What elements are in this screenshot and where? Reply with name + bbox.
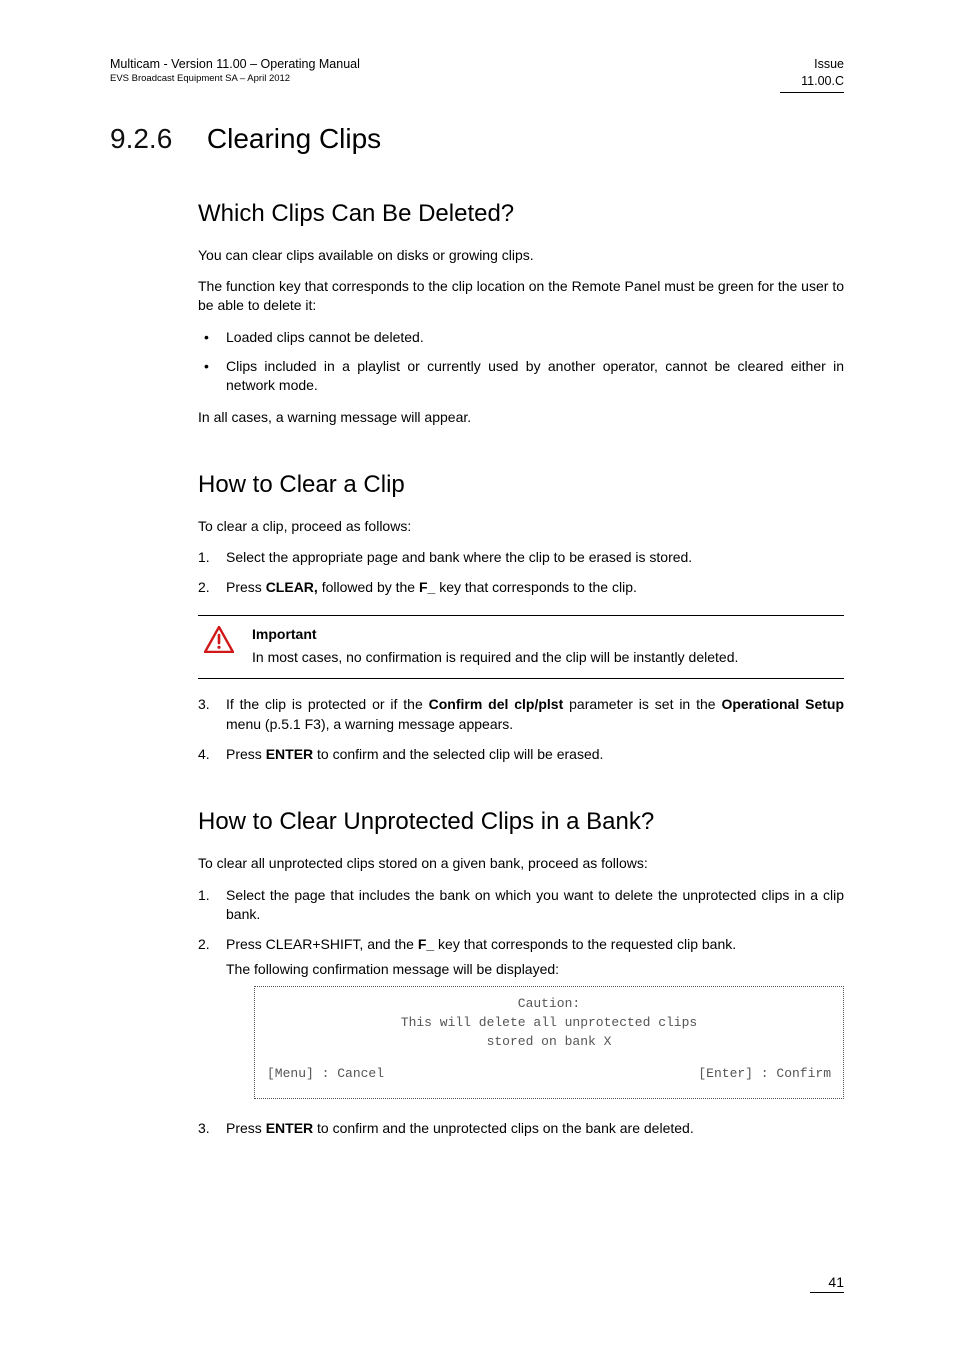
header-issue-label: Issue [780,56,844,73]
key-label: F_ [418,936,434,952]
step-text: key that corresponds to the requested cl… [434,936,736,952]
paragraph: To clear all unprotected clips stored on… [198,854,844,873]
confirmation-message-box: Caution: This will delete all unprotecte… [254,986,844,1099]
section-title: Clearing Clips [207,123,381,155]
paragraph: You can clear clips available on disks o… [198,246,844,265]
step-text: Press CLEAR+SHIFT, and the [226,936,418,952]
code-line: stored on bank X [267,1033,831,1052]
header-issue-value: 11.00.C [780,73,844,90]
key-label: ENTER [266,1120,313,1136]
step-item: Press CLEAR+SHIFT, and the F_ key that c… [198,935,844,1100]
key-label: CLEAR, [266,579,318,595]
paragraph: In all cases, a warning message will app… [198,408,844,427]
code-line: Caution: [267,995,831,1014]
paragraph: To clear a clip, proceed as follows: [198,517,844,536]
param-label: Confirm del clp/plst [429,696,564,712]
section-number: 9.2.6 [110,123,198,155]
warning-icon [198,624,252,668]
code-confirm: [Enter] : Confirm [698,1065,831,1084]
step-item: Select the page that includes the bank o… [198,886,844,925]
content-body: Which Clips Can Be Deleted? You can clea… [198,200,844,1139]
key-label: ENTER [266,746,313,762]
step-item: Press ENTER to confirm and the unprotect… [198,1119,844,1139]
code-line: This will delete all unprotected clips [267,1014,831,1033]
key-label: F_ [419,579,435,595]
step-text: If the clip is protected or if the [226,696,429,712]
page-number: 41 [810,1274,844,1293]
subsection-title-1: Which Clips Can Be Deleted? [198,200,844,228]
step-text: followed by the [318,579,419,595]
step-text: key that corresponds to the clip. [435,579,637,595]
header-doc-sub: EVS Broadcast Equipment SA – April 2012 [110,73,360,86]
step-item: Press CLEAR, followed by the F_ key that… [198,578,844,598]
header-left: Multicam - Version 11.00 – Operating Man… [110,56,360,93]
step-item: Select the appropriate page and bank whe… [198,548,844,568]
page-header: Multicam - Version 11.00 – Operating Man… [110,56,844,93]
important-text: Important In most cases, no confirmation… [252,624,844,668]
ordered-steps-3: Select the page that includes the bank o… [198,886,844,1139]
step-text: to confirm and the unprotected clips on … [313,1120,694,1136]
code-cancel: [Menu] : Cancel [267,1065,384,1084]
bullet-item: Loaded clips cannot be deleted. [198,328,844,347]
ordered-steps-cont: If the clip is protected or if the Confi… [198,695,844,764]
code-action-row: [Menu] : Cancel [Enter] : Confirm [267,1065,831,1084]
step-text: parameter is set in the [563,696,721,712]
step-text: menu (p.5.1 F3), a warning message appea… [226,716,513,732]
bullet-list: Loaded clips cannot be deleted. Clips in… [198,328,844,396]
ordered-steps: Select the appropriate page and bank whe… [198,548,844,597]
step-text: Press [226,1120,266,1136]
step-text: Press [226,579,266,595]
step-text: Press [226,746,266,762]
important-heading: Important [252,624,844,645]
header-doc-title: Multicam - Version 11.00 – Operating Man… [110,56,360,73]
step-subtext: The following confirmation message will … [226,960,844,980]
section-heading: 9.2.6 Clearing Clips [110,123,844,160]
important-callout: Important In most cases, no confirmation… [198,615,844,679]
subsection-title-3: How to Clear Unprotected Clips in a Bank… [198,808,844,836]
header-rule [780,92,844,93]
bullet-item: Clips included in a playlist or currentl… [198,357,844,396]
step-item: If the clip is protected or if the Confi… [198,695,844,734]
paragraph: The function key that corresponds to the… [198,277,844,316]
subsection-title-2: How to Clear a Clip [198,471,844,499]
step-text: to confirm and the selected clip will be… [313,746,603,762]
important-body: In most cases, no confirmation is requir… [252,649,738,665]
menu-label: Operational Setup [721,696,844,712]
header-right: Issue 11.00.C [780,56,844,93]
step-item: Press ENTER to confirm and the selected … [198,745,844,765]
